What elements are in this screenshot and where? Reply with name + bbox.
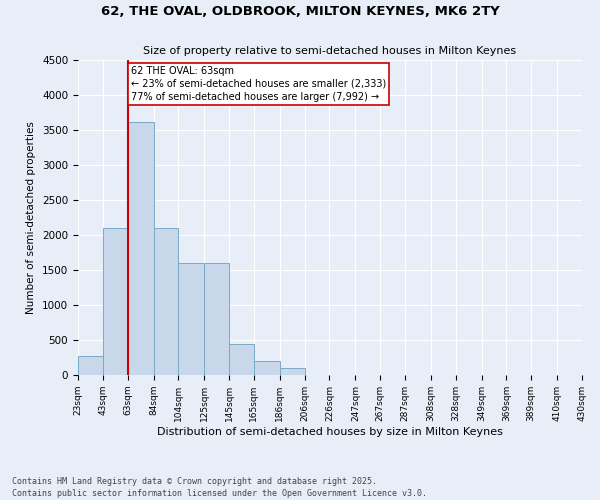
Bar: [280, 368, 305, 375]
Bar: [128, 122, 154, 375]
Text: 62 THE OVAL: 63sqm
← 23% of semi-detached houses are smaller (2,333)
77% of semi: 62 THE OVAL: 63sqm ← 23% of semi-detache…: [131, 66, 386, 102]
Bar: [103, 228, 128, 375]
Bar: [205, 263, 229, 375]
Text: Contains HM Land Registry data © Crown copyright and database right 2025.
Contai: Contains HM Land Registry data © Crown c…: [12, 476, 427, 498]
Bar: [254, 361, 280, 375]
Bar: [178, 263, 205, 375]
Title: Size of property relative to semi-detached houses in Milton Keynes: Size of property relative to semi-detach…: [143, 46, 517, 56]
Text: 62, THE OVAL, OLDBROOK, MILTON KEYNES, MK6 2TY: 62, THE OVAL, OLDBROOK, MILTON KEYNES, M…: [101, 5, 499, 18]
Bar: [229, 344, 254, 375]
X-axis label: Distribution of semi-detached houses by size in Milton Keynes: Distribution of semi-detached houses by …: [157, 426, 503, 436]
Y-axis label: Number of semi-detached properties: Number of semi-detached properties: [26, 121, 37, 314]
Bar: [154, 228, 178, 375]
Bar: [78, 356, 103, 375]
